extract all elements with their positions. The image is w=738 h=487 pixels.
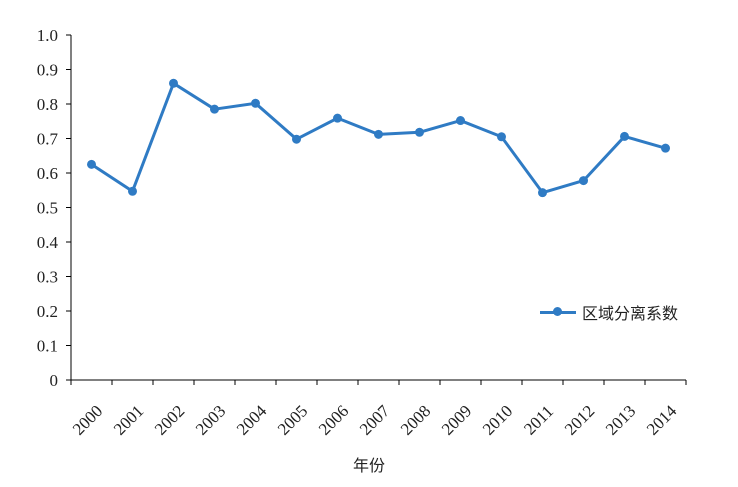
y-tick-label: 0.1 — [37, 337, 58, 356]
x-tick-label: 2012 — [561, 401, 598, 438]
x-tick-label: 2005 — [274, 401, 311, 438]
data-point — [497, 132, 506, 142]
data-point — [292, 134, 301, 144]
x-tick-label: 2014 — [643, 401, 681, 439]
y-tick-label: 0.8 — [37, 95, 58, 114]
x-axis: 2000 2001 2002 2003 2004 2005 2006 2007 2008 2009… — [69, 379, 687, 439]
data-point — [169, 78, 178, 88]
x-axis-title: 年份 — [352, 456, 385, 475]
y-tick-label: 0.6 — [37, 164, 58, 183]
x-tick-label: 2013 — [602, 401, 639, 438]
x-tick-label: 2000 — [69, 401, 106, 438]
legend-marker — [540, 305, 576, 319]
x-tick-label: 2004 — [233, 401, 271, 439]
data-point — [128, 186, 137, 196]
legend: 区域分离系数 — [540, 300, 678, 324]
x-tick-label: 2002 — [151, 401, 188, 438]
x-tick-label: 2009 — [438, 401, 475, 438]
data-point — [374, 129, 383, 139]
y-tick-label: 0.3 — [37, 268, 58, 287]
x-tick-label: 2010 — [479, 401, 516, 438]
y-axis: 0 0.1 0.2 0.3 0.4 0.5 0.6 0.7 0.8 0.9 1.0 — [37, 26, 72, 390]
x-tick-label: 2006 — [315, 401, 352, 438]
data-point — [456, 116, 465, 126]
data-point — [87, 159, 96, 169]
x-tick-label: 2011 — [520, 402, 557, 439]
data-point — [538, 188, 547, 198]
data-point — [415, 127, 424, 137]
data-point — [579, 176, 588, 186]
y-tick-label: 0.7 — [37, 130, 59, 149]
y-tick-label: 0.5 — [37, 199, 58, 218]
y-tick-label: 0.4 — [37, 233, 59, 252]
data-point — [333, 113, 342, 123]
x-tick-label: 2001 — [110, 401, 147, 438]
data-point — [661, 143, 670, 153]
data-point — [620, 131, 629, 141]
data-point — [251, 98, 260, 108]
data-point — [210, 104, 219, 114]
x-tick-label: 2008 — [397, 401, 434, 438]
legend-label: 区域分离系数 — [582, 304, 679, 323]
y-tick-label: 0.2 — [37, 302, 58, 321]
y-tick-label: 0.9 — [37, 61, 58, 80]
y-tick-label: 1.0 — [37, 26, 58, 45]
x-tick-label: 2007 — [356, 401, 394, 439]
y-tick-label: 0 — [50, 371, 59, 390]
x-tick-label: 2003 — [192, 401, 229, 438]
series-group — [87, 78, 670, 198]
